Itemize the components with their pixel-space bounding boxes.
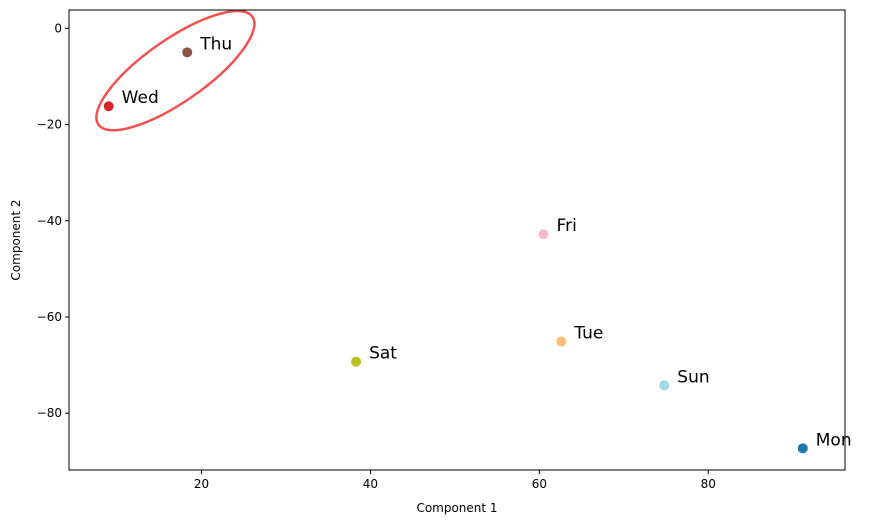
point-label-tue: Tue <box>573 324 603 344</box>
plot-frame <box>68 9 846 471</box>
point-label-sun: Sun <box>677 367 709 387</box>
point-mon <box>797 443 808 454</box>
point-label-wed: Wed <box>122 88 159 108</box>
point-label-fri: Fri <box>557 216 577 236</box>
x-axis-ticks: 20 40 60 80 <box>194 470 716 491</box>
y-tick-label: 0 <box>54 21 62 35</box>
highlight-ellipse <box>95 9 256 132</box>
y-tick-label: −60 <box>37 310 62 324</box>
y-axis-title: Component 2 <box>9 199 23 280</box>
x-tick-label: 20 <box>194 477 209 491</box>
point-labels-layer: Mon Tue Wed Thu Fri Sat Sun <box>122 34 852 450</box>
point-thu <box>182 47 193 58</box>
point-sat <box>351 356 362 367</box>
point-label-sat: Sat <box>369 344 397 364</box>
point-wed <box>103 101 114 112</box>
y-axis-ticks: 0 −20 −40 −60 −80 <box>37 21 69 420</box>
x-tick-label: 40 <box>363 477 378 491</box>
y-tick-label: −80 <box>37 406 62 420</box>
y-tick-label: −20 <box>37 118 62 132</box>
point-label-thu: Thu <box>199 34 232 54</box>
point-sun <box>659 380 670 391</box>
point-tue <box>556 336 567 347</box>
point-label-mon: Mon <box>816 430 852 450</box>
points-layer <box>103 47 808 454</box>
x-tick-label: 60 <box>532 477 547 491</box>
point-fri <box>538 229 549 240</box>
x-tick-label: 80 <box>701 477 716 491</box>
highlight-layer <box>95 9 256 132</box>
plot-area <box>69 10 845 470</box>
y-tick-label: −40 <box>37 214 62 228</box>
x-axis-title: Component 1 <box>416 501 497 515</box>
